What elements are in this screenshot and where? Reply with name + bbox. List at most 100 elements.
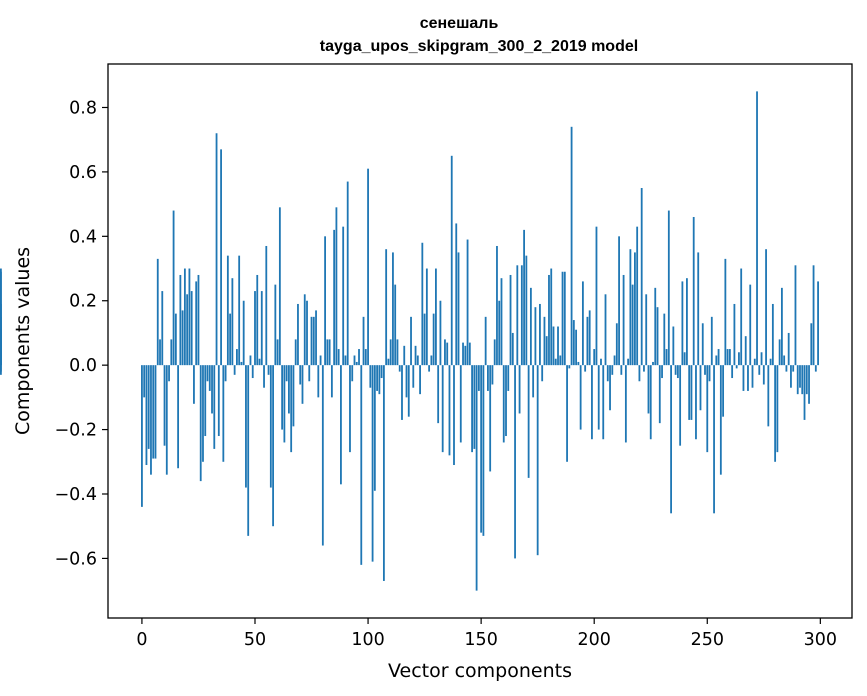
- bar: [658, 365, 661, 424]
- bar: [640, 188, 643, 366]
- bar: [636, 226, 639, 366]
- bar: [649, 365, 652, 440]
- bar: [541, 365, 544, 382]
- bar: [369, 365, 372, 388]
- bar: [387, 358, 390, 366]
- bar: [661, 365, 663, 379]
- bar: [695, 365, 697, 440]
- bar: [796, 365, 799, 395]
- bar: [523, 229, 525, 366]
- bar: [493, 339, 496, 366]
- bar: [183, 268, 186, 366]
- bar: [0, 365, 2, 372]
- bar: [482, 365, 485, 536]
- bar: [758, 365, 761, 375]
- bar: [448, 365, 451, 456]
- bar: [652, 361, 654, 366]
- bar: [790, 365, 792, 388]
- bar: [416, 355, 419, 366]
- bar: [340, 365, 342, 485]
- bar: [147, 365, 150, 449]
- bar: [498, 300, 501, 366]
- bar: [301, 365, 304, 404]
- bar: [634, 252, 636, 366]
- bar: [358, 349, 360, 366]
- bar: [297, 303, 299, 366]
- bar: [708, 365, 711, 382]
- bar: [156, 258, 159, 366]
- x-tick-label: 0: [136, 630, 147, 650]
- bar: [581, 281, 584, 366]
- bar: [597, 365, 600, 430]
- bar: [794, 265, 797, 366]
- bar: [663, 313, 666, 366]
- x-tick-label: 50: [244, 630, 266, 650]
- bar: [299, 365, 302, 385]
- bar: [566, 365, 568, 462]
- bar: [568, 365, 571, 369]
- bar: [672, 326, 675, 366]
- bar: [269, 365, 272, 488]
- bar: [435, 268, 437, 366]
- chart-subtitle: tayga_upos_skipgram_300_2_2019 model: [320, 38, 638, 55]
- bar: [593, 349, 596, 366]
- bar: [645, 294, 648, 366]
- chart-title: сенешаль: [420, 15, 499, 32]
- bar: [704, 365, 706, 375]
- bar: [783, 355, 786, 366]
- bar: [480, 365, 483, 533]
- bar: [803, 365, 806, 420]
- bar: [258, 358, 261, 366]
- bar: [572, 320, 575, 366]
- bar: [351, 365, 354, 382]
- bar: [405, 365, 408, 398]
- bar: [774, 365, 777, 462]
- bar: [236, 349, 238, 366]
- bar: [233, 365, 236, 375]
- bar: [787, 332, 790, 366]
- y-tick-label: 0.8: [69, 98, 97, 118]
- bar: [204, 365, 207, 437]
- bar: [462, 342, 464, 366]
- bar: [188, 268, 191, 366]
- bar: [385, 249, 388, 366]
- bar: [690, 365, 693, 420]
- plot-frame: [107, 63, 853, 619]
- bar: [177, 365, 180, 469]
- bar: [276, 339, 279, 366]
- bar: [713, 365, 715, 514]
- bar: [263, 365, 265, 388]
- bar: [242, 300, 245, 366]
- bar: [799, 365, 801, 388]
- bar: [491, 365, 494, 385]
- bar: [740, 268, 743, 366]
- bar: [193, 365, 195, 404]
- bar: [710, 316, 713, 366]
- x-axis: 0 50 100 150 200 250 300: [136, 618, 837, 650]
- bar: [487, 365, 489, 391]
- bar: [360, 365, 363, 565]
- bar: [220, 149, 222, 366]
- x-axis-label: Vector components: [388, 660, 572, 682]
- bar: [428, 365, 431, 372]
- bar: [808, 365, 810, 404]
- y-axis-label: Components values: [12, 247, 34, 435]
- bar: [398, 365, 401, 372]
- bar: [627, 358, 630, 366]
- bar: [335, 207, 338, 366]
- bar: [362, 316, 365, 366]
- bar: [561, 271, 564, 366]
- bar: [208, 365, 211, 391]
- bar: [527, 365, 530, 478]
- bar: [373, 365, 376, 491]
- bar: [489, 365, 492, 472]
- bar: [333, 229, 336, 366]
- x-tick-label: 150: [464, 630, 497, 650]
- bar: [502, 365, 505, 443]
- bar: [466, 239, 469, 366]
- bar: [274, 284, 277, 366]
- bar: [602, 365, 605, 440]
- bar: [247, 365, 250, 536]
- bar: [410, 316, 412, 366]
- bar: [181, 310, 184, 366]
